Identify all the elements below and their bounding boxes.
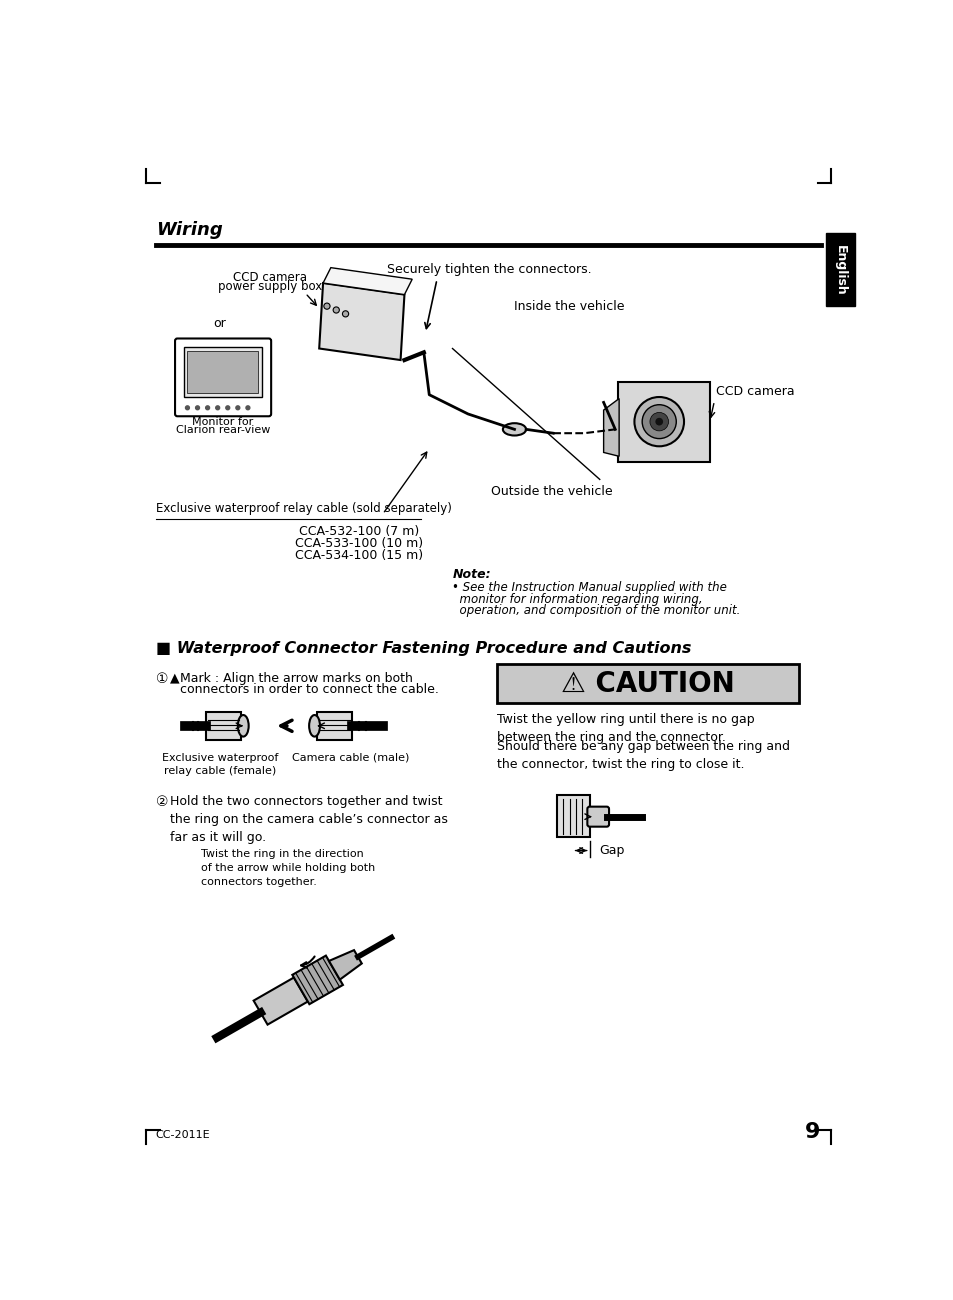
Text: operation, and composition of the monitor unit.: operation, and composition of the monito… <box>452 604 740 617</box>
Text: monitor for information regarding wiring,: monitor for information regarding wiring… <box>452 593 702 606</box>
FancyBboxPatch shape <box>617 382 709 462</box>
Circle shape <box>649 412 668 430</box>
Text: CCA-532-100 (7 m): CCA-532-100 (7 m) <box>299 525 419 538</box>
Text: Twist the yellow ring until there is no gap
between the ring and the connector.: Twist the yellow ring until there is no … <box>497 714 754 745</box>
Text: Mark : Align the arrow marks on both: Mark : Align the arrow marks on both <box>179 672 412 685</box>
Text: CCA-534-100 (15 m): CCA-534-100 (15 m) <box>295 550 423 563</box>
FancyBboxPatch shape <box>825 233 855 306</box>
Bar <box>497 664 798 703</box>
Text: • See the Instruction Manual supplied with the: • See the Instruction Manual supplied wi… <box>452 581 726 594</box>
Ellipse shape <box>502 424 525 436</box>
Text: Monitor for: Monitor for <box>193 417 253 426</box>
Text: Hold the two connectors together and twist
the ring on the camera cable’s connec: Hold the two connectors together and twi… <box>170 796 447 844</box>
FancyBboxPatch shape <box>557 796 589 837</box>
Polygon shape <box>253 978 308 1024</box>
Bar <box>183 347 261 396</box>
Text: Inside the vehicle: Inside the vehicle <box>514 300 624 313</box>
Text: ▲: ▲ <box>170 672 179 685</box>
Text: English: English <box>834 244 846 295</box>
Text: Should there be any gap between the ring and
the connector, twist the ring to cl: Should there be any gap between the ring… <box>497 740 789 771</box>
Circle shape <box>195 406 199 410</box>
Text: CC-2011E: CC-2011E <box>155 1130 210 1140</box>
Text: CCD camera: CCD camera <box>716 385 794 398</box>
Text: Outside the vehicle: Outside the vehicle <box>491 485 612 498</box>
Text: Securely tighten the connectors.: Securely tighten the connectors. <box>386 263 591 276</box>
Text: ⚠ CAUTION: ⚠ CAUTION <box>560 670 734 697</box>
Text: 9: 9 <box>804 1122 820 1141</box>
Circle shape <box>634 396 683 446</box>
Polygon shape <box>329 950 361 980</box>
Text: ②: ② <box>155 796 168 809</box>
Text: ①: ① <box>155 672 168 686</box>
Polygon shape <box>323 268 412 295</box>
Circle shape <box>342 311 348 317</box>
Text: CCA-533-100 (10 m): CCA-533-100 (10 m) <box>295 537 423 550</box>
Polygon shape <box>292 956 342 1004</box>
FancyBboxPatch shape <box>206 712 241 740</box>
Text: Twist the ring in the direction
of the arrow while holding both
connectors toget: Twist the ring in the direction of the a… <box>200 849 375 887</box>
Polygon shape <box>603 399 618 456</box>
Circle shape <box>655 417 662 425</box>
Text: Exclusive waterproof relay cable (sold separately): Exclusive waterproof relay cable (sold s… <box>155 502 451 515</box>
FancyBboxPatch shape <box>174 338 271 416</box>
Polygon shape <box>319 283 404 360</box>
Circle shape <box>206 406 210 410</box>
FancyBboxPatch shape <box>316 712 352 740</box>
Circle shape <box>226 406 230 410</box>
Text: Camera cable (male): Camera cable (male) <box>292 753 409 763</box>
FancyBboxPatch shape <box>587 806 608 827</box>
Circle shape <box>185 406 190 410</box>
Ellipse shape <box>237 715 249 737</box>
Circle shape <box>215 406 219 410</box>
Text: Gap: Gap <box>599 844 624 857</box>
Text: Clarion rear-view: Clarion rear-view <box>175 425 270 436</box>
Text: power supply box: power supply box <box>218 280 322 292</box>
Circle shape <box>641 404 676 438</box>
Text: or: or <box>213 317 226 330</box>
Circle shape <box>333 307 339 313</box>
Text: CCD camera: CCD camera <box>233 270 307 283</box>
Text: connectors in order to connect the cable.: connectors in order to connect the cable… <box>179 684 438 697</box>
Ellipse shape <box>309 715 319 737</box>
Text: Wiring: Wiring <box>155 221 222 238</box>
Text: Note:: Note: <box>452 568 491 581</box>
Text: Exclusive waterproof
relay cable (female): Exclusive waterproof relay cable (female… <box>162 753 278 776</box>
Circle shape <box>323 303 330 309</box>
Circle shape <box>246 406 250 410</box>
Circle shape <box>235 406 239 410</box>
Bar <box>187 351 257 393</box>
Text: ■ Waterproof Connector Fastening Procedure and Cautions: ■ Waterproof Connector Fastening Procedu… <box>155 641 690 655</box>
